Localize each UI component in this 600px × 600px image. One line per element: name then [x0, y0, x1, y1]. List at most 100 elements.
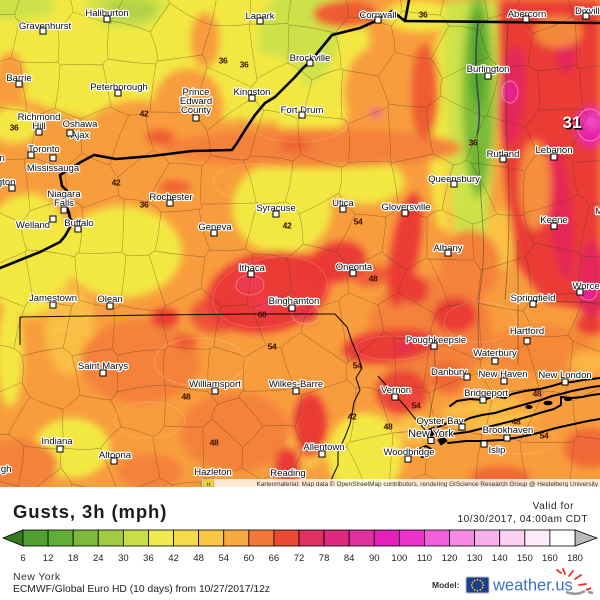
svg-text:Binghamton: Binghamton — [269, 296, 320, 307]
svg-text:150: 150 — [517, 553, 533, 564]
svg-text:Vernon: Vernon — [381, 385, 411, 396]
svg-text:Falls: Falls — [54, 198, 74, 209]
svg-text:Mississauga: Mississauga — [27, 163, 80, 174]
svg-text:36: 36 — [219, 56, 228, 66]
svg-text:Altoona: Altoona — [99, 450, 132, 461]
svg-text:H: H — [207, 482, 211, 487]
svg-text:48: 48 — [512, 417, 521, 427]
svg-text:Ithaca: Ithaca — [239, 263, 266, 274]
svg-text:Toronto: Toronto — [28, 144, 60, 155]
svg-text:Hazleton: Hazleton — [194, 467, 232, 478]
svg-text:42: 42 — [140, 109, 149, 119]
svg-text:Niagara: Niagara — [47, 189, 81, 200]
svg-text:48: 48 — [384, 422, 393, 432]
svg-text:Syracuse: Syracuse — [256, 203, 296, 214]
svg-text:Abercorn: Abercorn — [508, 9, 547, 20]
svg-text:Hamilton: Hamilton — [0, 153, 5, 164]
svg-text:120: 120 — [442, 553, 458, 564]
svg-text:Richmond: Richmond — [18, 112, 61, 123]
svg-text:Fort Drum: Fort Drum — [281, 105, 324, 116]
svg-text:Edward: Edward — [180, 96, 212, 107]
svg-text:Danbury: Danbury — [431, 367, 467, 378]
svg-text:12: 12 — [43, 553, 54, 564]
svg-text:Waterbury: Waterbury — [473, 348, 517, 359]
svg-text:36: 36 — [140, 200, 149, 210]
svg-text:54: 54 — [218, 553, 229, 564]
svg-text:Buffalo: Buffalo — [64, 218, 93, 229]
svg-text:54: 54 — [412, 401, 421, 411]
svg-text:Brookhaven: Brookhaven — [483, 425, 534, 436]
svg-text:42: 42 — [168, 553, 179, 564]
svg-text:Oyster Bay: Oyster Bay — [417, 416, 464, 427]
svg-text:48: 48 — [182, 392, 191, 402]
svg-text:Williamsport: Williamsport — [189, 379, 241, 390]
svg-text:36: 36 — [240, 60, 249, 70]
svg-text:Manchester: Manchester — [595, 206, 600, 217]
svg-text:Welland: Welland — [16, 220, 50, 231]
svg-text:42: 42 — [112, 178, 121, 188]
svg-text:90: 90 — [369, 553, 380, 564]
svg-text:42: 42 — [348, 412, 357, 422]
svg-text:42: 42 — [283, 221, 292, 231]
svg-text:Utica: Utica — [332, 198, 354, 209]
svg-text:54: 54 — [354, 217, 363, 227]
svg-text:Rutland: Rutland — [487, 149, 520, 160]
svg-text:60: 60 — [258, 310, 267, 320]
svg-text:Geneva: Geneva — [198, 222, 232, 233]
svg-text:Lanark: Lanark — [245, 11, 274, 22]
svg-text:160: 160 — [542, 553, 558, 564]
svg-text:48: 48 — [210, 438, 219, 448]
svg-text:36: 36 — [143, 553, 154, 564]
svg-text:54: 54 — [268, 342, 277, 352]
svg-text:New York: New York — [408, 428, 454, 440]
svg-text:Woodbridge: Woodbridge — [383, 447, 434, 458]
svg-text:110: 110 — [417, 553, 432, 564]
svg-text:36: 36 — [419, 10, 428, 20]
svg-text:Gloversville: Gloversville — [381, 202, 430, 213]
svg-text:Saint Marys: Saint Marys — [78, 361, 128, 372]
svg-text:36: 36 — [10, 123, 19, 133]
svg-text:Hill: Hill — [32, 121, 45, 132]
svg-text:54: 54 — [540, 431, 549, 441]
svg-text:84: 84 — [344, 553, 355, 564]
svg-text:Rochester: Rochester — [149, 192, 192, 203]
svg-text:54: 54 — [353, 361, 362, 371]
svg-text:New London: New London — [538, 370, 591, 381]
svg-text:100: 100 — [391, 553, 407, 564]
svg-text:Pittsburgh: Pittsburgh — [0, 464, 11, 475]
svg-text:6: 6 — [20, 553, 25, 564]
svg-text:Gravenhurst: Gravenhurst — [19, 21, 72, 32]
svg-text:24: 24 — [93, 553, 104, 564]
svg-text:31: 31 — [564, 115, 583, 134]
svg-text:Dixville: Dixville — [575, 6, 600, 17]
svg-text:Hartford: Hartford — [510, 326, 544, 337]
svg-text:48: 48 — [193, 553, 204, 564]
svg-text:Albany: Albany — [433, 243, 462, 254]
svg-text:Ajax: Ajax — [71, 130, 90, 141]
svg-text:130: 130 — [467, 553, 483, 564]
svg-text:Brockville: Brockville — [290, 53, 331, 64]
svg-text:Kingston: Kingston — [234, 87, 271, 98]
svg-text:180: 180 — [567, 553, 583, 564]
svg-text:Islip: Islip — [489, 445, 506, 456]
svg-text:31: 31 — [563, 113, 582, 132]
svg-text:72: 72 — [294, 553, 305, 564]
svg-text:Wilkes-Barre: Wilkes-Barre — [269, 379, 323, 390]
svg-text:Jamestown: Jamestown — [29, 293, 77, 304]
svg-text:New Haven: New Haven — [478, 369, 527, 380]
svg-text:78: 78 — [319, 553, 330, 564]
svg-text:Allentown: Allentown — [303, 442, 344, 453]
svg-text:30: 30 — [118, 553, 129, 564]
svg-text:66: 66 — [269, 553, 280, 564]
svg-text:Poughkeepsie: Poughkeepsie — [406, 335, 466, 346]
svg-text:Lebanon: Lebanon — [536, 145, 573, 156]
svg-text:48: 48 — [533, 389, 542, 399]
svg-text:Keene: Keene — [540, 215, 567, 226]
svg-text:Springfield: Springfield — [511, 293, 556, 304]
svg-text:Haliburton: Haliburton — [85, 8, 128, 19]
svg-text:County: County — [181, 105, 211, 116]
svg-text:Barrie: Barrie — [6, 73, 31, 84]
svg-text:Oneonta: Oneonta — [336, 262, 373, 273]
svg-text:Prince: Prince — [183, 87, 210, 98]
svg-text:Indiana: Indiana — [41, 436, 73, 447]
